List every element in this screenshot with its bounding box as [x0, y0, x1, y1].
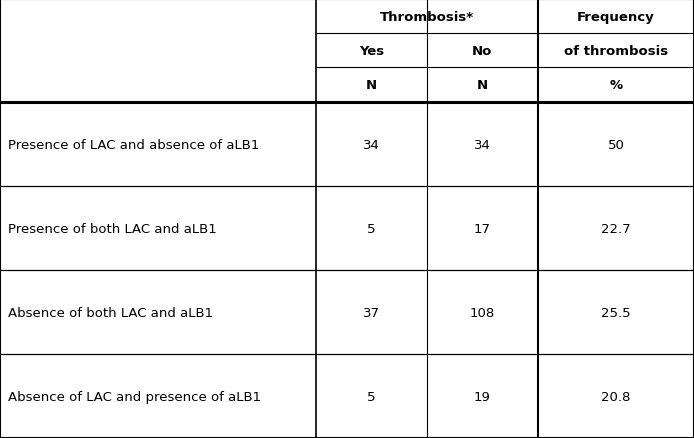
Text: 25.5: 25.5	[601, 306, 631, 319]
Text: 20.8: 20.8	[601, 390, 631, 403]
Text: Presence of LAC and absence of aLB1: Presence of LAC and absence of aLB1	[8, 138, 260, 151]
Text: Thrombosis*: Thrombosis*	[380, 11, 474, 24]
Text: 22.7: 22.7	[601, 222, 631, 235]
Text: 34: 34	[474, 138, 491, 151]
Text: Absence of both LAC and aLB1: Absence of both LAC and aLB1	[8, 306, 214, 319]
Text: N: N	[366, 79, 377, 92]
Text: 108: 108	[470, 306, 495, 319]
Text: 17: 17	[474, 222, 491, 235]
Text: 5: 5	[367, 222, 375, 235]
Text: Frequency: Frequency	[577, 11, 655, 24]
Text: 37: 37	[363, 306, 380, 319]
Text: of thrombosis: of thrombosis	[564, 45, 668, 57]
Text: No: No	[472, 45, 493, 57]
Text: Presence of both LAC and aLB1: Presence of both LAC and aLB1	[8, 222, 217, 235]
Text: Absence of LAC and presence of aLB1: Absence of LAC and presence of aLB1	[8, 390, 262, 403]
Text: 5: 5	[367, 390, 375, 403]
Text: %: %	[609, 79, 623, 92]
Text: 50: 50	[607, 138, 625, 151]
Text: 34: 34	[363, 138, 380, 151]
Text: N: N	[477, 79, 488, 92]
Text: 19: 19	[474, 390, 491, 403]
Text: Yes: Yes	[359, 45, 384, 57]
